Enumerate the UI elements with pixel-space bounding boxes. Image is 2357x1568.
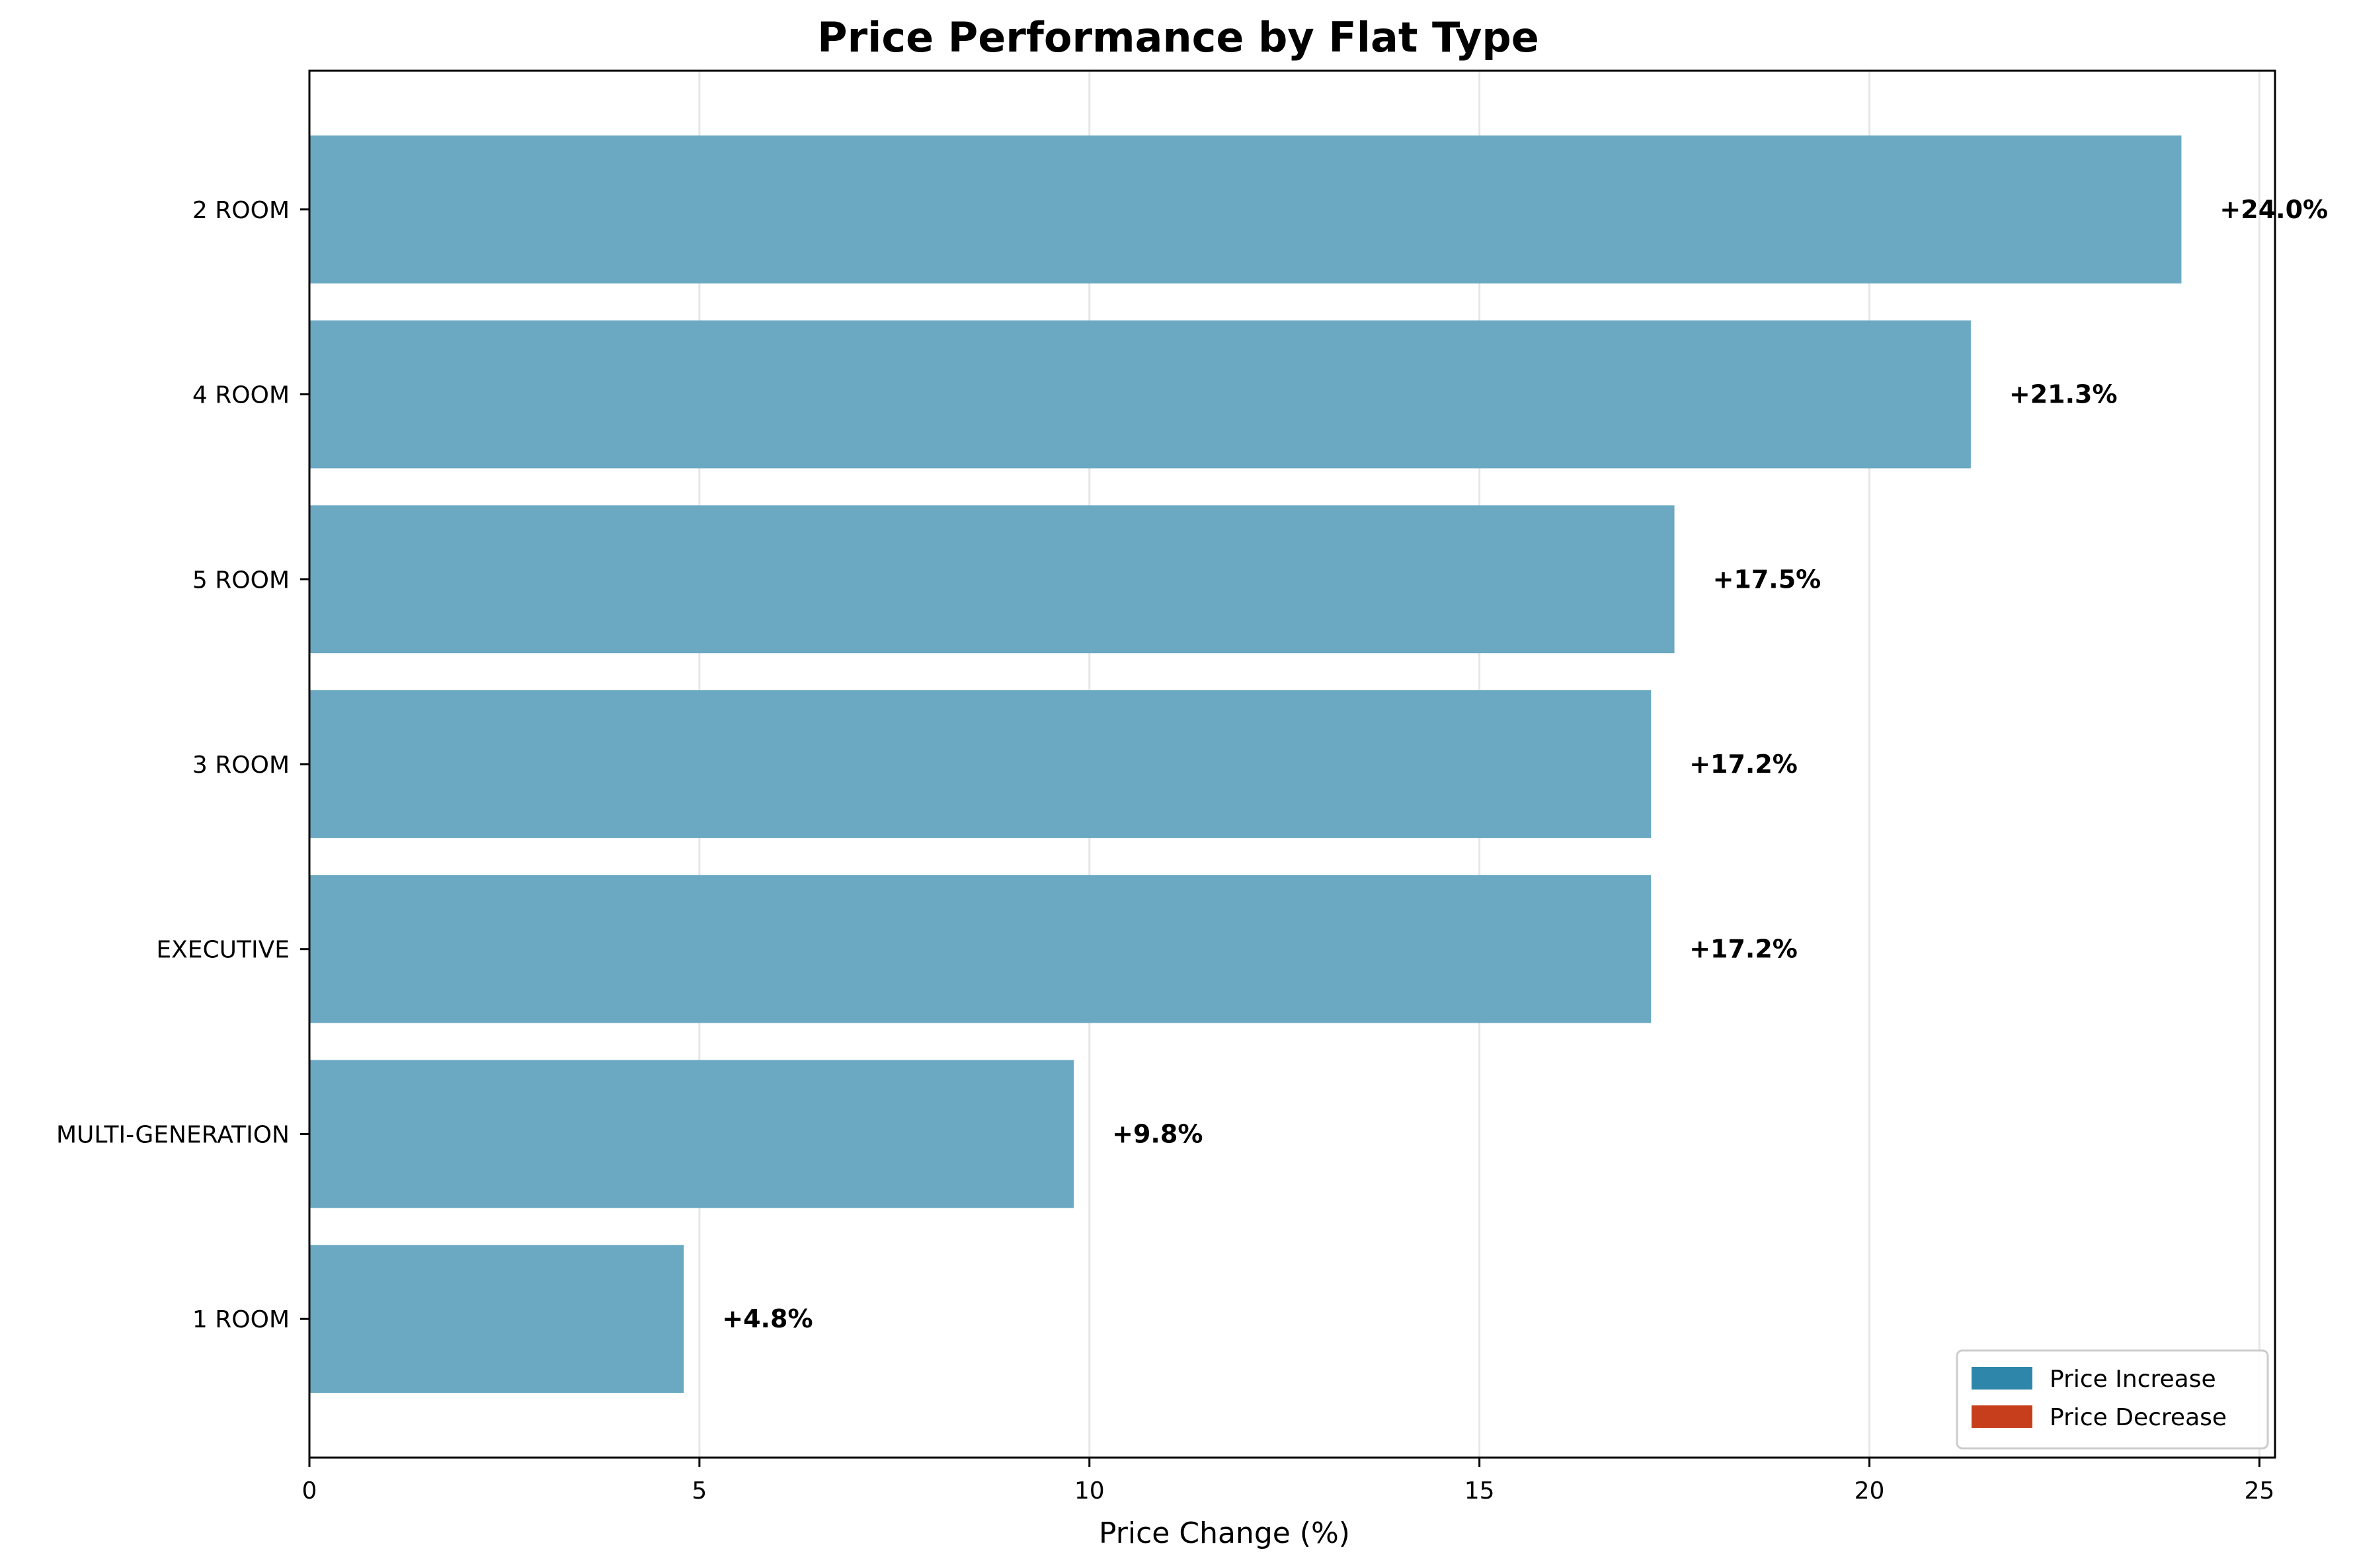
x-tick-label: 10	[1074, 1477, 1105, 1505]
x-tick-label: 25	[2244, 1477, 2274, 1505]
chart-title: Price Performance by Flat Type	[817, 13, 1539, 61]
bar	[309, 505, 1675, 654]
y-tick-label: EXECUTIVE	[156, 937, 290, 964]
data-label: +24.0%	[2219, 195, 2328, 224]
y-tick-label: 2 ROOM	[192, 197, 290, 224]
bar	[309, 1245, 684, 1393]
y-tick-label: 4 ROOM	[192, 382, 290, 409]
bars	[309, 135, 2182, 1393]
x-tick-label: 15	[1464, 1477, 1495, 1505]
axes: 0 5 10 15 20 25 2 ROOM 4 ROOM 5 ROOM 3 ROOM EXECUT…	[56, 69, 2276, 1505]
plot-frame	[308, 69, 2276, 1459]
x-tick-label: 0	[302, 1477, 317, 1505]
legend-box	[1956, 1349, 2269, 1450]
legend-label: Price Decrease	[2050, 1404, 2227, 1431]
data-label: +17.2%	[1689, 935, 1798, 964]
data-label: +9.8%	[1112, 1119, 1203, 1148]
bar	[309, 320, 1971, 469]
y-tick-label: 3 ROOM	[192, 752, 290, 779]
x-axis-label: Price Change (%)	[1099, 1516, 1350, 1550]
data-label: +17.5%	[1713, 565, 1821, 594]
legend-swatch	[1972, 1367, 2032, 1390]
data-label: +17.2%	[1689, 750, 1798, 779]
bar	[309, 1060, 1074, 1208]
y-tick-label: 5 ROOM	[192, 567, 290, 594]
legend-swatch	[1972, 1405, 2032, 1428]
data-label: +4.8%	[722, 1304, 813, 1333]
y-tick-label: MULTI-GENERATION	[56, 1121, 290, 1148]
legend-label: Price Increase	[2050, 1366, 2216, 1393]
bar	[309, 135, 2182, 284]
x-tick-label: 5	[692, 1477, 707, 1505]
x-tick-label: 20	[1855, 1477, 1885, 1505]
data-labels: +24.0% +21.3% +17.5% +17.2% +17.2% +9.8% +4.8%	[722, 195, 2328, 1333]
legend: Price Increase Price Decrease	[1956, 1349, 2269, 1450]
data-label: +21.3%	[2009, 380, 2118, 409]
bar	[309, 690, 1652, 838]
y-tick-label: 1 ROOM	[192, 1306, 290, 1333]
bar	[309, 875, 1652, 1023]
